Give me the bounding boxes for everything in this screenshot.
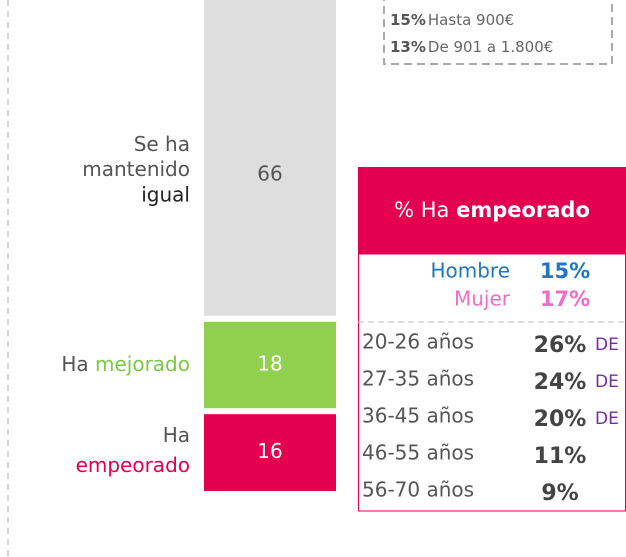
bar-segment xyxy=(204,414,336,491)
age-value: 26% xyxy=(534,333,587,358)
age-label: 56-70 años xyxy=(362,478,474,502)
income-value: 15% xyxy=(390,11,426,29)
income-row: 15% Hasta 900€ xyxy=(390,11,514,29)
age-suffix: DE xyxy=(595,409,619,429)
category-highlight: igual xyxy=(141,183,190,207)
age-value: 20% xyxy=(534,407,587,432)
income-label: Hasta 900€ xyxy=(428,11,514,29)
gender-label: Hombre xyxy=(430,259,510,283)
gender-value: 15% xyxy=(540,259,590,283)
age-suffix: DE xyxy=(595,372,619,392)
age-label: 20-26 años xyxy=(362,330,474,354)
category-highlight: empeorado xyxy=(76,453,190,477)
age-suffix: DE xyxy=(595,335,619,355)
age-label: 36-45 años xyxy=(362,404,474,428)
value-label: 18 xyxy=(257,352,282,376)
category-prefix: Ha xyxy=(163,423,190,447)
gender-label: Mujer xyxy=(454,287,511,311)
category-prefix: Se ha xyxy=(134,132,190,156)
age-value: 24% xyxy=(534,370,587,395)
value-label: 66 xyxy=(257,162,282,186)
category-prefix: Ha xyxy=(61,352,88,376)
category-prefix-line: mantenido xyxy=(82,157,190,181)
age-value: 11% xyxy=(534,444,587,469)
panel-title-highlight: empeorado xyxy=(456,198,590,222)
bar-segment xyxy=(204,0,336,316)
bar-segment xyxy=(204,321,336,409)
age-label: 27-35 años xyxy=(362,367,474,391)
value-label: 16 xyxy=(257,439,282,463)
panel xyxy=(358,253,626,512)
category-label: Se ha mantenido xyxy=(82,132,190,181)
income-label: De 901 a 1.800€ xyxy=(428,38,553,56)
panel-header xyxy=(358,167,626,254)
age-label: 46-55 años xyxy=(362,441,474,465)
gender-value: 17% xyxy=(540,287,590,311)
age-value: 9% xyxy=(541,481,578,506)
category-label: Ha mejorado xyxy=(61,352,190,376)
category-highlight: mejorado xyxy=(95,352,190,376)
income-row: 13% De 901 a 1.800€ xyxy=(390,38,553,56)
panel-title-prefix: % Ha xyxy=(394,198,449,222)
panel-title: % Ha empeorado xyxy=(394,198,590,222)
income-box xyxy=(383,0,613,65)
income-value: 13% xyxy=(390,38,426,56)
